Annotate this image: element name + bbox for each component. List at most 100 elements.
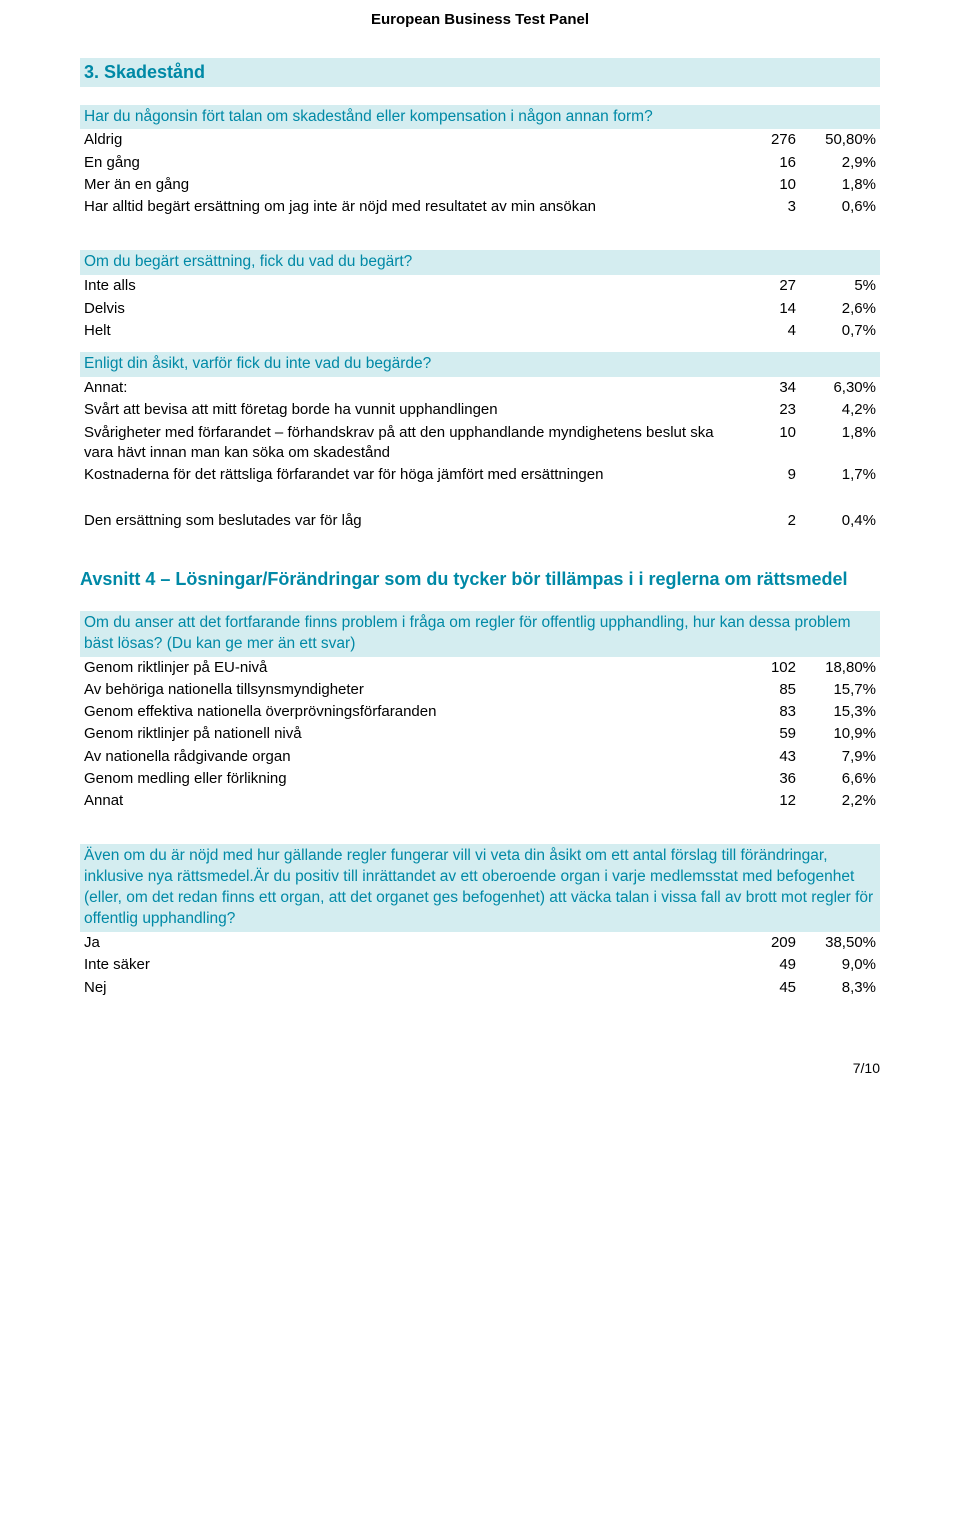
table-row: Av behöriga nationella tillsynsmyndighet…: [80, 679, 880, 701]
row-pct: 6,30%: [800, 377, 880, 399]
row-n: 45: [740, 977, 800, 999]
table-row: Inte säker499,0%: [80, 954, 880, 976]
row-pct: 18,80%: [800, 657, 880, 679]
table-row: Annat:346,30%: [80, 377, 880, 399]
row-label: Av behöriga nationella tillsynsmyndighet…: [80, 679, 740, 701]
s3-q3-table: Annat:346,30% Svårt att bevisa att mitt …: [80, 377, 880, 486]
row-pct: 15,3%: [800, 701, 880, 723]
row-label: Delvis: [80, 298, 740, 320]
table-row: Inte alls275%: [80, 275, 880, 297]
row-pct: 0,6%: [800, 196, 880, 218]
row-pct: 10,9%: [800, 723, 880, 745]
row-n: 16: [740, 152, 800, 174]
row-label: Aldrig: [80, 129, 740, 151]
table-row: Mer än en gång101,8%: [80, 174, 880, 196]
row-label: Mer än en gång: [80, 174, 740, 196]
section-4-title: Avsnitt 4 – Lösningar/Förändringar som d…: [80, 567, 880, 591]
table-row: Svårigheter med förfarandet – förhandskr…: [80, 422, 880, 465]
table-row: Delvis142,6%: [80, 298, 880, 320]
s4-q2-table: Ja20938,50% Inte säker499,0% Nej458,3%: [80, 932, 880, 999]
row-label: Inte alls: [80, 275, 740, 297]
s3-q2-table: Inte alls275% Delvis142,6% Helt40,7%: [80, 275, 880, 342]
row-n: 34: [740, 377, 800, 399]
s3-q1-table: Aldrig27650,80% En gång162,9% Mer än en …: [80, 129, 880, 218]
row-label: Svårigheter med förfarandet – förhandskr…: [80, 422, 740, 465]
row-n: 3: [740, 196, 800, 218]
page-number: 7/10: [80, 1059, 880, 1078]
doc-header: European Business Test Panel: [80, 10, 880, 30]
table-row: Annat122,2%: [80, 790, 880, 812]
row-label: Har alltid begärt ersättning om jag inte…: [80, 196, 740, 218]
row-n: 4: [740, 320, 800, 342]
row-label: Genom riktlinjer på EU-nivå: [80, 657, 740, 679]
row-pct: 1,7%: [800, 464, 880, 486]
row-n: 43: [740, 746, 800, 768]
row-label: En gång: [80, 152, 740, 174]
row-n: 209: [740, 932, 800, 954]
row-pct: 6,6%: [800, 768, 880, 790]
table-row: Genom riktlinjer på nationell nivå5910,9…: [80, 723, 880, 745]
row-label: Annat: [80, 790, 740, 812]
row-pct: 0,7%: [800, 320, 880, 342]
table-row: Genom effektiva nationella överprövnings…: [80, 701, 880, 723]
s3-q3-text: Enligt din åsikt, varför fick du inte va…: [80, 352, 880, 377]
row-n: 10: [740, 422, 800, 465]
row-n: 276: [740, 129, 800, 151]
s3-q3-extra-table: Den ersättning som beslutades var för lå…: [80, 510, 880, 532]
table-row: Genom riktlinjer på EU-nivå10218,80%: [80, 657, 880, 679]
row-pct: 38,50%: [800, 932, 880, 954]
s4-q2-text: Även om du är nöjd med hur gällande regl…: [80, 844, 880, 932]
table-row: Nej458,3%: [80, 977, 880, 999]
row-label: Genom riktlinjer på nationell nivå: [80, 723, 740, 745]
row-n: 23: [740, 399, 800, 421]
row-pct: 2,2%: [800, 790, 880, 812]
table-row: Genom medling eller förlikning366,6%: [80, 768, 880, 790]
row-pct: 4,2%: [800, 399, 880, 421]
table-row: Ja20938,50%: [80, 932, 880, 954]
row-n: 12: [740, 790, 800, 812]
table-row: En gång162,9%: [80, 152, 880, 174]
row-n: 14: [740, 298, 800, 320]
row-pct: 9,0%: [800, 954, 880, 976]
row-pct: 50,80%: [800, 129, 880, 151]
s4-q1-text: Om du anser att det fortfarande finns pr…: [80, 611, 880, 657]
table-row: Helt40,7%: [80, 320, 880, 342]
table-row: Svårt att bevisa att mitt företag borde …: [80, 399, 880, 421]
table-row: Aldrig27650,80%: [80, 129, 880, 151]
table-row: Kostnaderna för det rättsliga förfarande…: [80, 464, 880, 486]
row-pct: 5%: [800, 275, 880, 297]
section-3-title: 3. Skadestånd: [80, 58, 880, 86]
row-n: 2: [740, 510, 800, 532]
row-n: 9: [740, 464, 800, 486]
table-row: Har alltid begärt ersättning om jag inte…: [80, 196, 880, 218]
s3-q2-text: Om du begärt ersättning, fick du vad du …: [80, 250, 880, 275]
row-n: 27: [740, 275, 800, 297]
s3-q1-text: Har du någonsin fört talan om skadestånd…: [80, 105, 880, 130]
row-label: Inte säker: [80, 954, 740, 976]
row-pct: 15,7%: [800, 679, 880, 701]
row-label: Svårt att bevisa att mitt företag borde …: [80, 399, 740, 421]
row-n: 10: [740, 174, 800, 196]
row-label: Genom medling eller förlikning: [80, 768, 740, 790]
row-label: Helt: [80, 320, 740, 342]
row-label: Den ersättning som beslutades var för lå…: [80, 510, 740, 532]
row-label: Nej: [80, 977, 740, 999]
row-label: Annat:: [80, 377, 740, 399]
row-n: 85: [740, 679, 800, 701]
row-pct: 0,4%: [800, 510, 880, 532]
row-n: 102: [740, 657, 800, 679]
s4-q1-table: Genom riktlinjer på EU-nivå10218,80% Av …: [80, 657, 880, 813]
row-n: 83: [740, 701, 800, 723]
row-label: Av nationella rådgivande organ: [80, 746, 740, 768]
row-label: Genom effektiva nationella överprövnings…: [80, 701, 740, 723]
row-pct: 7,9%: [800, 746, 880, 768]
row-pct: 1,8%: [800, 174, 880, 196]
row-pct: 8,3%: [800, 977, 880, 999]
table-row: Den ersättning som beslutades var för lå…: [80, 510, 880, 532]
row-n: 49: [740, 954, 800, 976]
row-n: 36: [740, 768, 800, 790]
row-label: Ja: [80, 932, 740, 954]
table-row: Av nationella rådgivande organ437,9%: [80, 746, 880, 768]
row-n: 59: [740, 723, 800, 745]
row-label: Kostnaderna för det rättsliga förfarande…: [80, 464, 740, 486]
